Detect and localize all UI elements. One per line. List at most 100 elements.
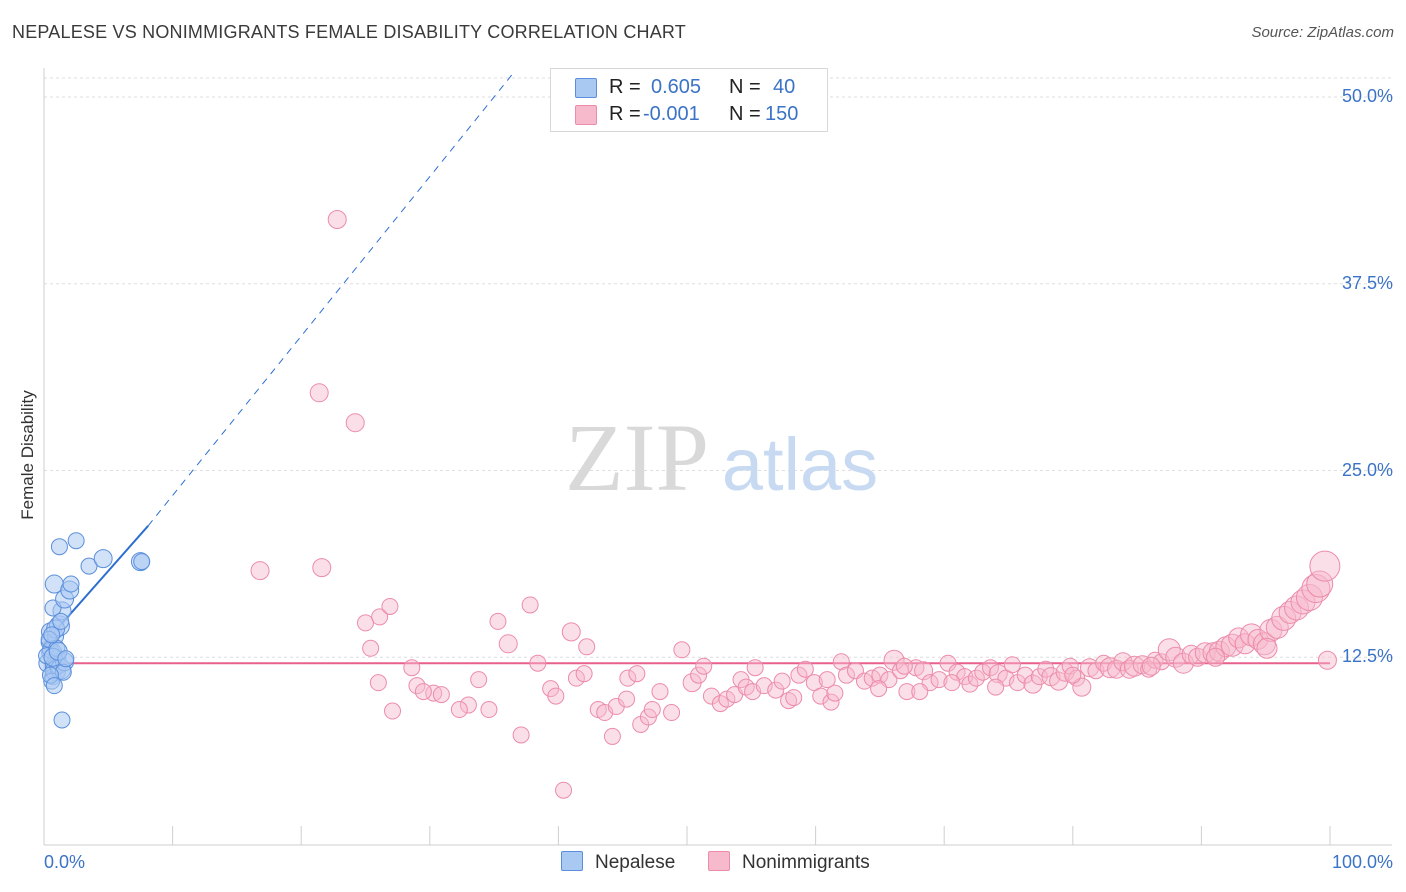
nonimmigrants-point <box>812 687 830 705</box>
nonimmigrants-point <box>489 612 507 630</box>
nonimmigrants-point <box>883 649 905 671</box>
x-tick-label-max: 100.0% <box>1331 852 1393 872</box>
nonimmigrants-point <box>547 687 565 705</box>
nonimmigrants-point <box>561 622 581 642</box>
nonimmigrants-point <box>767 681 785 699</box>
nonimmigrants-point <box>529 654 547 672</box>
nonimmigrants-point <box>312 558 332 578</box>
nonimmigrants-point <box>521 596 539 614</box>
nepalese-trend-extension <box>147 74 513 527</box>
nonimmigrants-point <box>603 727 621 745</box>
nonimmigrants-point <box>987 678 1005 696</box>
nonimmigrants-point <box>450 701 468 719</box>
nepalese-swatch <box>575 78 597 98</box>
nonimmigrants-point <box>250 561 270 581</box>
legend-r-label: R = <box>609 103 641 125</box>
chart-source: Source: ZipAtlas.com <box>1251 24 1394 41</box>
nonimmigrants-point <box>911 683 929 701</box>
nonimmigrants-point <box>618 690 636 708</box>
nonimmigrants-point <box>1206 647 1226 667</box>
nonimmigrants-point <box>961 675 979 693</box>
nonimmigrants-point <box>1124 655 1146 677</box>
nonimmigrants-point <box>362 639 380 657</box>
legend-r-label: R = <box>609 76 641 98</box>
legend-r-value: 0.605 <box>651 76 702 98</box>
nonimmigrants-point <box>939 654 957 672</box>
legend-r-value: -0.001 <box>643 103 700 125</box>
nonimmigrants-point <box>673 641 691 659</box>
nonimmigrants-point <box>480 701 498 719</box>
nonimmigrants-point <box>371 608 389 626</box>
y-tick-label: 12.5% <box>1341 646 1393 667</box>
nonimmigrants-point <box>384 702 402 720</box>
axes <box>43 68 1392 846</box>
nonimmigrants-point <box>381 597 399 615</box>
bottom-legend-nepalese: Nepalese <box>561 851 675 874</box>
nonimmigrants-point <box>357 614 374 632</box>
grid-lines <box>44 77 1392 658</box>
watermark-zip: ZIP <box>565 404 709 511</box>
y-tick-label: 25.0% <box>1341 459 1393 480</box>
nonimmigrants-swatch <box>708 851 730 871</box>
nonimmigrants-point <box>1256 637 1278 659</box>
nepalese-point <box>53 711 71 729</box>
x-tick-label-min: 0.0% <box>44 852 86 872</box>
nonimmigrants-point <box>470 671 488 689</box>
nonimmigrants-point <box>555 781 573 799</box>
nonimmigrants-point <box>826 684 844 702</box>
nonimmigrants-point <box>1271 605 1297 631</box>
nepalese-point <box>57 650 75 668</box>
nonimmigrants-point <box>498 634 518 654</box>
nonimmigrants-swatch <box>575 105 597 125</box>
nonimmigrants-point <box>1141 656 1161 676</box>
nepalese-point <box>50 538 68 556</box>
nonimmigrants-point <box>432 686 450 704</box>
nonimmigrants-point <box>309 383 329 403</box>
nepalese-point <box>52 612 70 630</box>
nepalese-point <box>67 532 85 550</box>
nonimmigrants-point <box>408 677 426 695</box>
nonimmigrants-point <box>1140 660 1158 678</box>
nonimmigrants-point <box>690 666 708 684</box>
nepalese-point <box>43 626 61 644</box>
nonimmigrants-point <box>459 696 477 714</box>
nonimmigrants-point <box>369 674 387 692</box>
nonimmigrants-point <box>785 689 803 707</box>
nonimmigrants-point <box>871 666 889 684</box>
nonimmigrants-point <box>1295 583 1323 611</box>
nonimmigrants-point <box>796 660 814 678</box>
nonimmigrants-point <box>822 693 840 711</box>
nonimmigrants-point <box>651 683 669 701</box>
nonimmigrants-point <box>663 704 681 722</box>
nonimmigrants-point <box>988 664 1008 684</box>
legend-n-label: N = <box>729 103 761 125</box>
nonimmigrants-point <box>773 672 791 690</box>
legend-n-label: N = <box>729 76 761 98</box>
legend-row-nonimmigrants: R = -0.001 N = 150 <box>551 102 827 128</box>
nonimmigrants-point <box>1113 652 1133 672</box>
chart-title: NEPALESE VS NONIMMIGRANTS FEMALE DISABIL… <box>12 22 686 42</box>
nonimmigrants-point <box>1064 666 1082 684</box>
legend-row-nepalese: R = 0.605 N = 40 <box>551 75 827 101</box>
trend-lines <box>43 74 1330 665</box>
nonimmigrants-points <box>250 210 1341 799</box>
legend-n-value: 40 <box>773 76 796 98</box>
nonimmigrants-point <box>746 659 764 677</box>
nonimmigrants-point <box>837 666 855 684</box>
legend-label-nepalese: Nepalese <box>595 852 676 873</box>
nonimmigrants-point <box>790 666 808 684</box>
bottom-legend-nonimmigrants: Nonimmigrants <box>708 851 870 874</box>
nepalese-point <box>80 557 98 575</box>
nonimmigrants-point <box>780 692 798 710</box>
nonimmigrants-point <box>967 669 985 687</box>
nonimmigrants-point <box>1072 677 1092 697</box>
y-tick-label: 37.5% <box>1341 272 1393 293</box>
nonimmigrants-point <box>1301 574 1331 604</box>
nonimmigrants-point <box>930 671 948 689</box>
nonimmigrants-point <box>1003 656 1021 674</box>
nepalese-points <box>38 532 151 729</box>
nonimmigrants-point <box>1146 651 1164 669</box>
nonimmigrants-point <box>898 683 916 701</box>
nepalese-point <box>93 549 113 569</box>
